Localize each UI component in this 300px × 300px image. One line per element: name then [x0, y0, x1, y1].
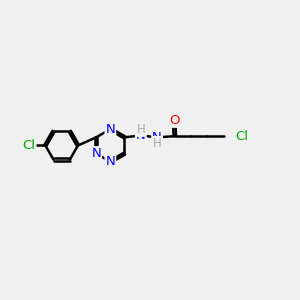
Text: H: H	[153, 137, 161, 150]
Text: N: N	[106, 123, 115, 136]
Text: Cl: Cl	[236, 130, 248, 143]
Text: H: H	[136, 123, 146, 136]
Text: N: N	[152, 131, 162, 144]
Text: O: O	[169, 114, 180, 127]
Text: N: N	[92, 147, 101, 160]
Text: N: N	[136, 129, 146, 142]
Text: N: N	[106, 155, 115, 168]
Text: Cl: Cl	[22, 139, 36, 152]
